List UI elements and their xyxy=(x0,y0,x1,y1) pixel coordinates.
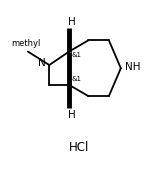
Text: N: N xyxy=(38,58,45,69)
Text: methyl: methyl xyxy=(11,39,40,48)
Text: NH: NH xyxy=(125,62,141,72)
Text: &1: &1 xyxy=(72,52,82,58)
Text: H: H xyxy=(69,17,76,27)
Text: H: H xyxy=(69,110,76,120)
Text: &1: &1 xyxy=(72,76,82,82)
Text: HCl: HCl xyxy=(69,141,90,154)
